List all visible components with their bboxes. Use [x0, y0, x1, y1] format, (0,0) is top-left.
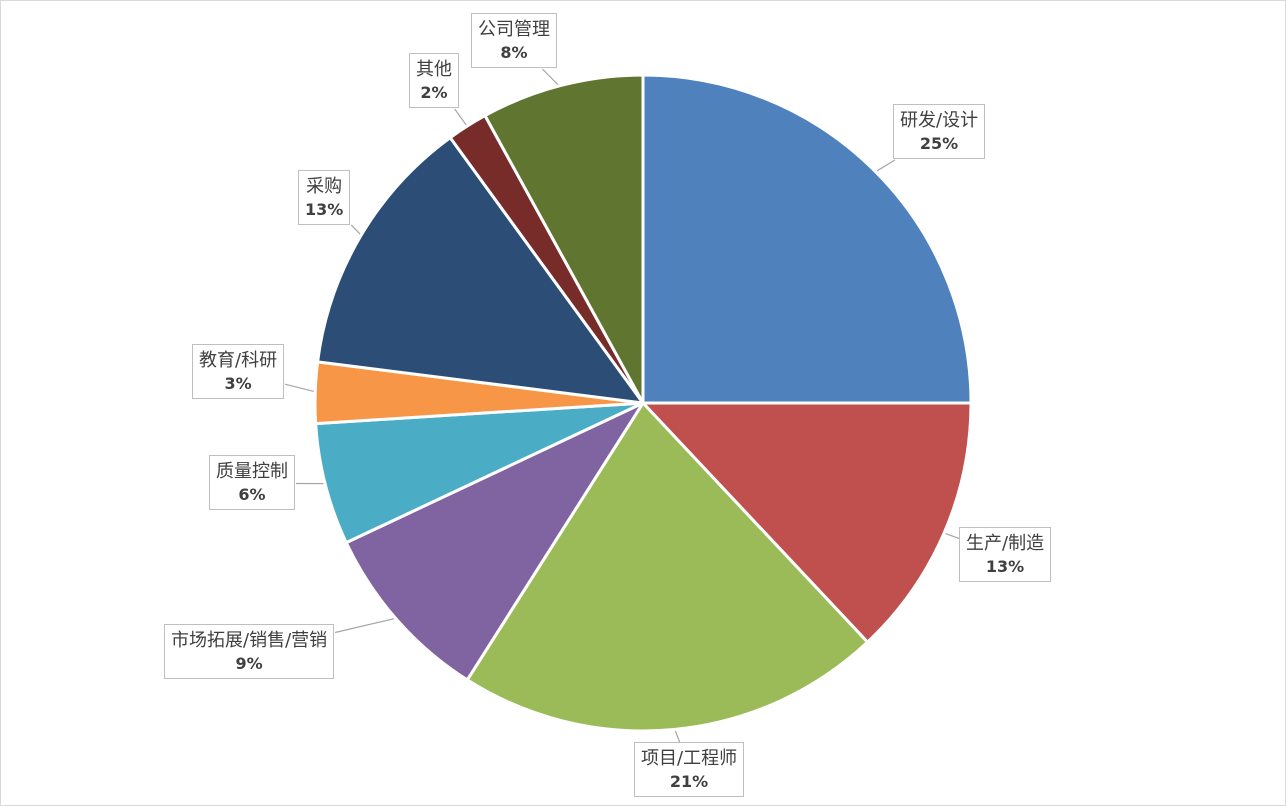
slice-label-production: 生产/制造	[966, 533, 1045, 554]
slice-label-quality-control: 质量控制	[216, 461, 288, 482]
callout-education-research: 教育/科研 3%	[192, 344, 285, 399]
callout-procurement: 采购 13%	[298, 170, 351, 225]
slice-value-quality-control: 6%	[238, 485, 266, 504]
slice-label-rd-design: 研发/设计	[900, 110, 979, 131]
pie-slice-production	[641, 401, 973, 644]
pie-slices	[313, 73, 973, 733]
pie-slice-quality-control	[314, 401, 645, 545]
pie-slice-rd-design	[641, 73, 973, 405]
slice-value-production: 13%	[985, 557, 1025, 576]
pie-slice-marketing-sales	[344, 401, 645, 682]
slice-label-project-engineer: 项目/工程师	[641, 748, 738, 769]
slice-label-education-research: 教育/科研	[199, 350, 278, 371]
callout-other: 其他 2%	[409, 53, 459, 108]
pie-slice-project-engineer	[465, 401, 870, 733]
leader-line-marketing-sales	[334, 616, 401, 634]
pie-slice-procurement	[316, 136, 645, 405]
slice-label-company-management: 公司管理	[478, 19, 550, 40]
callout-marketing-sales: 市场拓展/销售/营销 9%	[164, 624, 335, 679]
slice-value-other: 2%	[420, 83, 448, 102]
slice-label-procurement: 采购	[306, 176, 343, 197]
slice-value-rd-design: 25%	[919, 134, 959, 153]
slice-value-project-engineer: 21%	[669, 772, 709, 791]
slice-label-other: 其他	[416, 59, 452, 80]
pie-slice-company-management	[483, 73, 645, 405]
leader-line-education-research	[284, 383, 320, 394]
callout-company-management: 公司管理 8%	[471, 13, 557, 68]
slice-value-company-management: 8%	[500, 43, 528, 62]
slice-label-marketing-sales: 市场拓展/销售/营销	[171, 630, 328, 651]
callout-project-engineer: 项目/工程师 21%	[634, 742, 745, 797]
callout-rd-design: 研发/设计 25%	[893, 104, 986, 159]
slice-value-education-research: 3%	[224, 374, 252, 393]
callout-quality-control: 质量控制 6%	[209, 455, 295, 510]
slice-value-marketing-sales: 9%	[235, 654, 263, 673]
callout-production: 生产/制造 13%	[959, 527, 1052, 582]
slice-value-procurement: 13%	[305, 200, 344, 219]
